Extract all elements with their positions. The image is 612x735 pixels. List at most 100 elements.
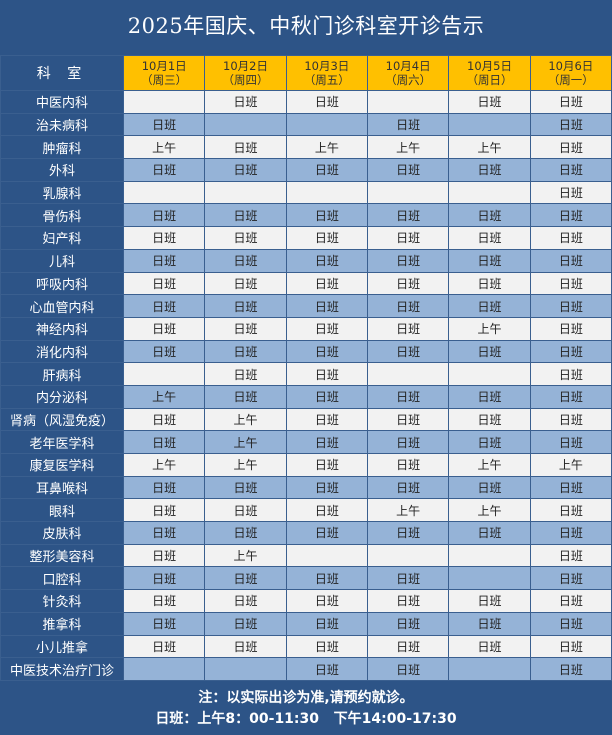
schedule-cell: 日班 xyxy=(122,521,206,545)
schedule-cell: 日班 xyxy=(448,248,531,273)
table-row: 妇产科 日班 日班 日班 日班 日班 日班 xyxy=(0,226,612,250)
dept-name: 消化内科 xyxy=(0,339,124,364)
dept-name: 肝病科 xyxy=(0,362,124,386)
dept-name: 治未病科 xyxy=(0,112,124,137)
schedule-cell xyxy=(448,543,531,568)
schedule-cell: 日班 xyxy=(529,226,612,250)
schedule-cell: 日班 xyxy=(204,475,287,500)
schedule-cell xyxy=(448,180,531,205)
schedule-table: 科 室 10月1日 （周三） 10月2日 （周四） 10月3日 （周五） 10月4日 （周六）… xyxy=(0,55,612,681)
schedule-cell: 上午 xyxy=(204,543,287,568)
schedule-cell: 日班 xyxy=(122,430,206,454)
schedule-cell: 日班 xyxy=(204,384,287,409)
schedule-cell: 日班 xyxy=(529,634,612,659)
table-row: 中医内科 日班 日班 日班 日班 xyxy=(0,90,612,114)
schedule-cell: 日班 xyxy=(122,407,206,432)
schedule-cell: 日班 xyxy=(285,339,368,364)
schedule-cell: 日班 xyxy=(285,226,368,250)
schedule-cell: 日班 xyxy=(122,112,206,137)
table-row: 心血管内科 日班 日班 日班 日班 日班 日班 xyxy=(0,294,612,318)
day-column-header: 10月5日 （周日） xyxy=(448,55,531,91)
schedule-cell: 日班 xyxy=(529,384,612,409)
schedule-cell: 日班 xyxy=(285,430,368,454)
schedule-cell: 日班 xyxy=(366,430,450,454)
schedule-cell: 日班 xyxy=(285,384,368,409)
schedule-cell: 上午 xyxy=(448,498,531,523)
dept-column-header: 科 室 xyxy=(0,55,124,91)
schedule-cell xyxy=(122,180,206,205)
table-row: 眼科 日班 日班 日班 上午 上午 日班 xyxy=(0,498,612,523)
schedule-cell: 日班 xyxy=(448,226,531,250)
schedule-cell: 日班 xyxy=(529,521,612,545)
table-row: 治未病科 日班 日班 日班 xyxy=(0,112,612,137)
schedule-cell: 日班 xyxy=(204,226,287,250)
table-row: 骨伤科 日班 日班 日班 日班 日班 日班 xyxy=(0,203,612,228)
schedule-cell: 日班 xyxy=(204,90,287,114)
schedule-cell: 日班 xyxy=(529,135,612,160)
table-row: 皮肤科 日班 日班 日班 日班 日班 日班 xyxy=(0,521,612,545)
dept-name: 呼吸内科 xyxy=(0,271,124,296)
schedule-cell: 日班 xyxy=(122,475,206,500)
schedule-cell: 日班 xyxy=(529,362,612,386)
table-row: 针灸科 日班 日班 日班 日班 日班 日班 xyxy=(0,589,612,613)
schedule-cell: 日班 xyxy=(204,339,287,364)
table-row: 内分泌科 上午 日班 日班 日班 日班 日班 xyxy=(0,384,612,409)
day-weekday: （周四） xyxy=(222,73,269,87)
schedule-cell: 上午 xyxy=(448,135,531,160)
schedule-cell: 日班 xyxy=(448,158,531,182)
dept-name: 肾病（风湿免疫） xyxy=(0,407,124,432)
page-title: 2025年国庆、中秋门诊科室开诊告示 xyxy=(127,14,485,38)
day-column-header: 10月2日 （周四） xyxy=(204,55,287,91)
day-weekday: （周日） xyxy=(466,73,513,87)
day-date: 10月4日 xyxy=(385,59,431,73)
table-row: 小儿推拿 日班 日班 日班 日班 日班 日班 xyxy=(0,634,612,659)
schedule-cell: 上午 xyxy=(366,135,450,160)
table-row: 中医技术治疗门诊 日班 日班 日班 xyxy=(0,657,612,681)
day-date: 10月2日 xyxy=(223,59,268,73)
schedule-cell: 日班 xyxy=(366,226,450,250)
schedule-cell: 上午 xyxy=(122,135,206,160)
schedule-cell: 上午 xyxy=(204,453,287,477)
footer-note: 注：以实际出诊为准,请预约就诊。 xyxy=(198,689,414,706)
schedule-cell: 日班 xyxy=(529,543,612,568)
schedule-cell: 日班 xyxy=(529,566,612,591)
schedule-cell: 上午 xyxy=(204,407,287,432)
schedule-cell: 日班 xyxy=(285,566,368,591)
schedule-cell: 日班 xyxy=(448,407,531,432)
schedule-cell: 日班 xyxy=(366,112,450,137)
schedule-cell: 日班 xyxy=(285,634,368,659)
schedule-cell xyxy=(204,112,287,137)
schedule-cell: 日班 xyxy=(448,384,531,409)
dept-name: 骨伤科 xyxy=(0,203,124,228)
schedule-cell: 日班 xyxy=(285,294,368,318)
schedule-cell: 日班 xyxy=(204,158,287,182)
day-weekday: （周三） xyxy=(141,73,188,87)
schedule-cell xyxy=(204,180,287,205)
schedule-cell: 日班 xyxy=(204,498,287,523)
schedule-cell: 日班 xyxy=(204,135,287,160)
schedule-cell: 上午 xyxy=(204,430,287,454)
schedule-cell: 日班 xyxy=(366,475,450,500)
schedule-cell xyxy=(122,362,206,386)
schedule-cell: 日班 xyxy=(204,611,287,636)
table-row: 肝病科 日班 日班 日班 xyxy=(0,362,612,386)
schedule-cell: 日班 xyxy=(529,90,612,114)
dept-name: 口腔科 xyxy=(0,566,124,591)
schedule-cell: 日班 xyxy=(122,158,206,182)
day-weekday: （周五） xyxy=(303,73,350,87)
schedule-cell: 日班 xyxy=(529,112,612,137)
schedule-cell: 日班 xyxy=(529,498,612,523)
schedule-cell: 日班 xyxy=(285,407,368,432)
day-date: 10月1日 xyxy=(141,59,187,73)
schedule-cell: 日班 xyxy=(448,589,531,613)
schedule-cell: 日班 xyxy=(529,180,612,205)
dept-name: 乳腺科 xyxy=(0,180,124,205)
schedule-cell: 日班 xyxy=(366,384,450,409)
schedule-cell: 上午 xyxy=(122,384,206,409)
schedule-cell: 上午 xyxy=(529,453,612,477)
table-row: 外科 日班 日班 日班 日班 日班 日班 xyxy=(0,158,612,182)
schedule-cell xyxy=(122,657,206,681)
schedule-cell: 日班 xyxy=(285,90,368,114)
schedule-cell: 日班 xyxy=(366,294,450,318)
